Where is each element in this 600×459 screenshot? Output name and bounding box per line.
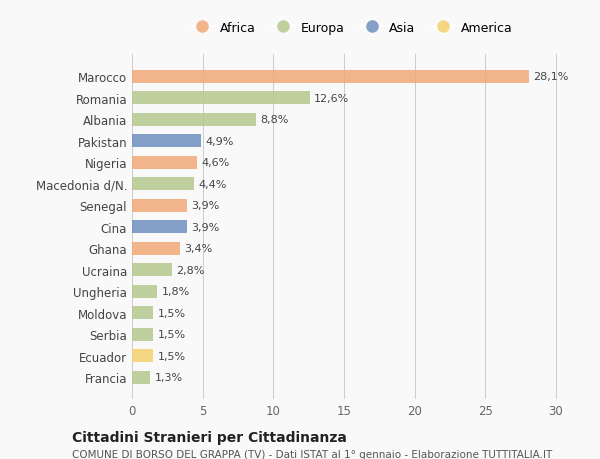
Bar (132, 178, 194, 191)
Bar (132, 263, 172, 276)
Bar (132, 71, 529, 84)
Text: 8,8%: 8,8% (260, 115, 289, 125)
Text: 4,4%: 4,4% (199, 179, 227, 189)
Bar (132, 157, 197, 169)
Bar (132, 328, 153, 341)
Text: 1,5%: 1,5% (157, 351, 185, 361)
Bar (132, 371, 151, 384)
Bar (132, 92, 310, 105)
Bar (132, 285, 157, 298)
Bar (132, 113, 256, 127)
Text: 3,4%: 3,4% (184, 244, 212, 254)
Bar (132, 349, 153, 362)
Text: 1,5%: 1,5% (157, 308, 185, 318)
Bar (132, 307, 153, 319)
Text: 4,9%: 4,9% (205, 136, 234, 146)
Text: 12,6%: 12,6% (314, 94, 350, 104)
Bar (132, 221, 187, 234)
Text: 2,8%: 2,8% (176, 265, 204, 275)
Text: 28,1%: 28,1% (533, 72, 569, 82)
Bar (132, 242, 180, 255)
Text: COMUNE DI BORSO DEL GRAPPA (TV) - Dati ISTAT al 1° gennaio - Elaborazione TUTTIT: COMUNE DI BORSO DEL GRAPPA (TV) - Dati I… (72, 449, 552, 459)
Text: Cittadini Stranieri per Cittadinanza: Cittadini Stranieri per Cittadinanza (72, 430, 347, 444)
Text: 1,8%: 1,8% (161, 286, 190, 297)
Text: 3,9%: 3,9% (191, 222, 220, 232)
Text: 3,9%: 3,9% (191, 201, 220, 211)
Bar (132, 199, 187, 212)
Text: 1,5%: 1,5% (157, 330, 185, 339)
Text: 4,6%: 4,6% (201, 158, 229, 168)
Bar (132, 135, 201, 148)
Legend: Africa, Europa, Asia, America: Africa, Europa, Asia, America (185, 17, 517, 39)
Text: 1,3%: 1,3% (155, 372, 183, 382)
